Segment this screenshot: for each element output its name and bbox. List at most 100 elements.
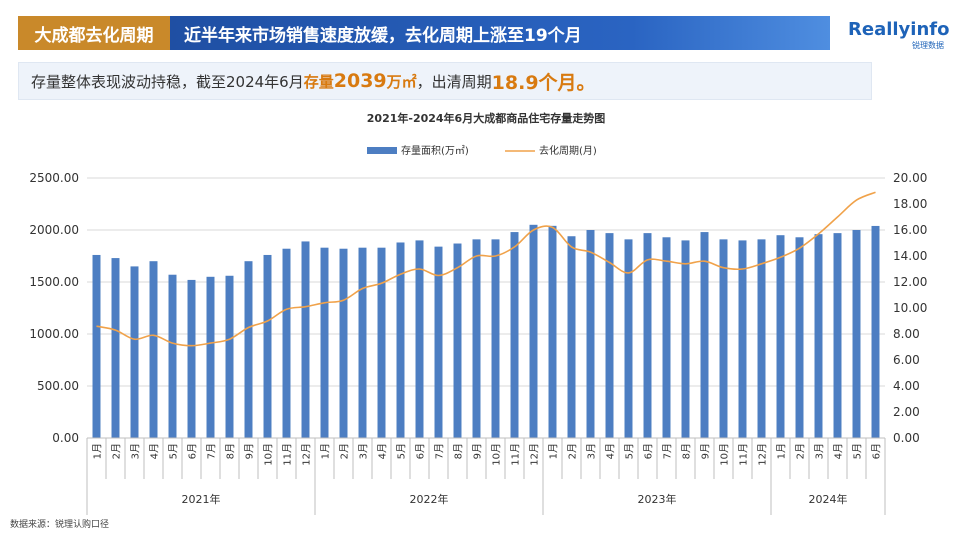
- x-year-label: 2022年: [410, 492, 449, 506]
- legend-bar-label: 存量面积(万㎡): [401, 144, 469, 157]
- x-month-label: 8月: [681, 443, 693, 459]
- x-month-label: 1月: [776, 443, 788, 459]
- x-month-label: 3月: [358, 443, 370, 459]
- x-month-label: 2月: [111, 443, 123, 459]
- bar-stock-area: [225, 275, 234, 438]
- summary-stock-unit: 万㎡: [386, 72, 417, 91]
- x-month-label: 5月: [852, 443, 864, 459]
- x-month-label: 4月: [833, 443, 845, 459]
- summary-cycle-value: 18.9个月。: [491, 71, 596, 94]
- bar-stock-area: [434, 246, 443, 438]
- legend-line-label: 去化周期(月): [539, 144, 597, 157]
- y-right-tick-label: 0.00: [893, 431, 920, 445]
- x-month-label: 10月: [491, 443, 503, 466]
- summary-box: 存量整体表现波动持稳，截至2024年6月 存量 2039 万㎡ ，出清周期 18.9个月。: [18, 62, 872, 100]
- bar-stock-area: [339, 248, 348, 438]
- bar-stock-area: [263, 254, 272, 438]
- x-month-label: 11月: [282, 443, 294, 466]
- y-right-tick-label: 14.00: [893, 249, 927, 263]
- x-month-label: 4月: [605, 443, 617, 459]
- y-right-tick-label: 8.00: [893, 327, 920, 341]
- x-month-label: 2月: [567, 443, 579, 459]
- bar-stock-area: [111, 258, 120, 438]
- x-month-label: 2月: [795, 443, 807, 459]
- bar-stock-area: [738, 240, 747, 438]
- bar-stock-area: [472, 239, 481, 438]
- bar-stock-area: [624, 239, 633, 438]
- x-month-label: 5月: [168, 443, 180, 459]
- bar-stock-area: [662, 237, 671, 438]
- bar-stock-area: [757, 239, 766, 438]
- bar-stock-area: [491, 239, 500, 438]
- x-month-label: 3月: [814, 443, 826, 459]
- y-left-tick-label: 1000.00: [29, 327, 79, 341]
- bar-stock-area: [396, 242, 405, 438]
- bar-stock-area: [510, 232, 519, 438]
- bar-stock-area: [301, 241, 310, 438]
- bar-stock-area: [358, 247, 367, 438]
- header-tag: 大成都去化周期: [18, 16, 170, 50]
- y-left-tick-label: 2000.00: [29, 223, 79, 237]
- summary-middle: ，出清周期: [416, 72, 492, 91]
- bar-stock-area: [168, 274, 177, 438]
- x-year-label: 2023年: [638, 492, 677, 506]
- y-right-tick-label: 12.00: [893, 275, 927, 289]
- header-title: 近半年来市场销售速度放缓，去化周期上涨至19个月: [170, 16, 830, 50]
- x-month-label: 9月: [700, 443, 712, 459]
- y-right-tick-label: 18.00: [893, 197, 927, 211]
- x-month-label: 1月: [92, 443, 104, 459]
- legend-bar-swatch: [367, 147, 397, 154]
- chart-title: 2021年-2024年6月大成都商品住宅存量走势图: [367, 111, 605, 125]
- y-right-tick-label: 16.00: [893, 223, 927, 237]
- y-right-tick-label: 2.00: [893, 405, 920, 419]
- bar-stock-area: [719, 239, 728, 438]
- brand-logo: Reallyinfo 锐理数据: [848, 19, 950, 56]
- bar-stock-area: [795, 237, 804, 438]
- x-month-label: 3月: [130, 443, 142, 459]
- x-year-label: 2021年: [182, 492, 221, 506]
- x-month-label: 12月: [301, 443, 313, 466]
- x-month-label: 8月: [453, 443, 465, 459]
- x-month-label: 2月: [339, 443, 351, 459]
- bar-stock-area: [453, 243, 462, 438]
- bar-stock-area: [871, 225, 880, 438]
- x-month-label: 6月: [415, 443, 427, 459]
- x-month-label: 7月: [662, 443, 674, 459]
- bar-stock-area: [529, 224, 538, 438]
- data-source-note: 数据来源：锐理认购口径: [10, 520, 110, 530]
- bar-stock-area: [700, 232, 709, 438]
- bar-stock-area: [852, 230, 861, 438]
- line-destock-cycle: [96, 191, 876, 347]
- x-month-label: 1月: [548, 443, 560, 459]
- x-month-label: 10月: [719, 443, 731, 466]
- bar-stock-area: [643, 233, 652, 438]
- x-month-label: 8月: [225, 443, 237, 459]
- logo-sub-text: 锐理数据: [912, 41, 944, 50]
- y-left-tick-label: 500.00: [37, 379, 79, 393]
- bar-stock-area: [187, 279, 196, 438]
- x-month-label: 12月: [529, 443, 541, 466]
- bar-stock-area: [548, 225, 557, 438]
- bar-stock-area: [320, 247, 329, 438]
- x-month-label: 12月: [757, 443, 769, 466]
- bar-stock-area: [244, 261, 253, 438]
- x-month-label: 4月: [377, 443, 389, 459]
- y-right-tick-label: 4.00: [893, 379, 920, 393]
- y-left-tick-label: 1500.00: [29, 275, 79, 289]
- summary-stock-value: 2039: [333, 70, 387, 92]
- x-month-label: 5月: [624, 443, 636, 459]
- bar-stock-area: [681, 240, 690, 438]
- x-month-label: 3月: [586, 443, 598, 459]
- y-right-tick-label: 6.00: [893, 353, 920, 367]
- bar-stock-area: [149, 261, 158, 438]
- bar-stock-area: [206, 276, 215, 438]
- summary-prefix: 存量整体表现波动持稳，截至2024年6月: [31, 72, 304, 91]
- bar-stock-area: [567, 236, 576, 438]
- x-month-label: 1月: [320, 443, 332, 459]
- bar-stock-area: [586, 230, 595, 438]
- x-month-label: 4月: [149, 443, 161, 459]
- bar-stock-area: [130, 266, 139, 438]
- logo-main-text: Reallyinfo: [848, 19, 950, 40]
- bar-stock-area: [776, 235, 785, 438]
